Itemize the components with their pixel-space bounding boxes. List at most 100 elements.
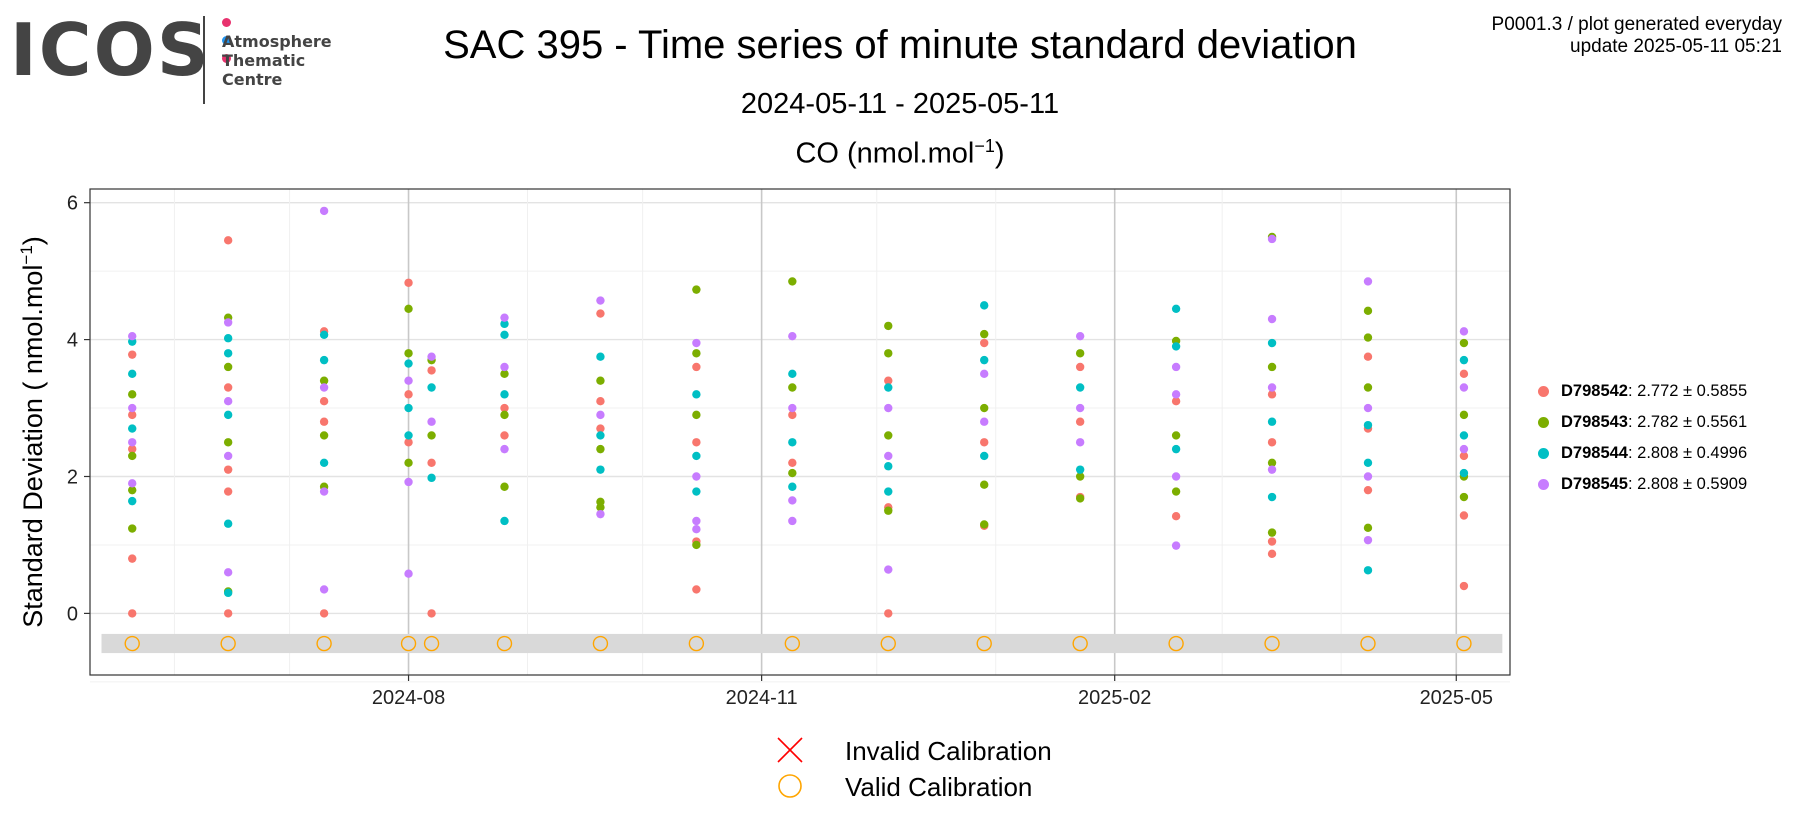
- data-point-D798545: [223, 568, 233, 577]
- data-point-D798545: [404, 376, 413, 385]
- legend-item[interactable]: D798542: 2.772 ± 0.5855: [1538, 376, 1747, 407]
- data-point-D798543: [1171, 431, 1181, 440]
- data-point-D798545: [980, 369, 989, 379]
- data-point-D798545: [128, 479, 137, 488]
- data-point-D798543: [596, 376, 605, 385]
- logo-dots-icon: [222, 14, 236, 68]
- valid-calibration-marker: [1072, 635, 1088, 652]
- data-point-D798542: [596, 424, 605, 433]
- meta-generated: P0001.3 / plot generated everyday: [1491, 14, 1782, 35]
- data-point-D798543: [1075, 494, 1085, 503]
- data-point-D798544: [128, 369, 137, 379]
- plot-background: [90, 189, 1510, 675]
- data-point-D798542: [980, 338, 989, 348]
- valid-calibration-marker: [423, 635, 440, 652]
- data-point-D798545: [884, 565, 893, 574]
- data-point-D798543: [1363, 383, 1373, 392]
- data-point-D798543: [692, 349, 701, 358]
- valid-calibration-marker: [1360, 635, 1376, 652]
- valid-calibration-marker: [688, 635, 705, 652]
- data-point-D798542: [128, 554, 137, 563]
- data-point-D798544: [788, 482, 797, 491]
- data-point-D798543: [692, 540, 701, 550]
- data-point-D798545: [980, 417, 989, 426]
- data-point-D798542: [223, 487, 233, 496]
- legend-item[interactable]: D798544: 2.808 ± 0.4996: [1538, 438, 1747, 469]
- data-point-D798543: [980, 329, 989, 339]
- cross-stroke: [777, 737, 803, 763]
- valid-calibration-marker: [784, 635, 801, 652]
- data-point-D798545: [404, 477, 413, 487]
- data-points: [128, 206, 1469, 618]
- valid-calibration-marker: [976, 635, 992, 652]
- data-point-D798543: [884, 506, 893, 515]
- data-point-D798543: [319, 431, 329, 440]
- legend-stat: : 2.808 ± 0.5909: [1627, 475, 1748, 493]
- data-point-D798544: [128, 496, 137, 506]
- data-point-D798544: [1459, 468, 1469, 478]
- logo-divider: [203, 16, 205, 104]
- data-point-D798545: [1267, 465, 1277, 474]
- data-point-D798542: [1363, 352, 1373, 361]
- data-point-D798543: [884, 431, 893, 440]
- y-tick-label: 0: [67, 603, 78, 625]
- data-point-D798543: [980, 520, 989, 529]
- data-point-D798545: [788, 496, 797, 505]
- invalid-calibration-label: Invalid Calibration: [845, 735, 1052, 766]
- data-point-D798545: [1075, 403, 1085, 413]
- calibration-markers: [124, 635, 1472, 652]
- data-point-D798543: [692, 410, 701, 420]
- data-point-D798543: [788, 383, 797, 392]
- data-point-D798545: [1267, 383, 1277, 392]
- legend-invalid-calibration[interactable]: Invalid Calibration: [770, 733, 1052, 769]
- data-point-D798545: [128, 438, 137, 447]
- cross-icon: [777, 737, 803, 763]
- legend-item[interactable]: D798545: 2.808 ± 0.5909: [1538, 469, 1747, 500]
- data-point-D798542: [319, 417, 329, 426]
- legend-valid-calibration[interactable]: Valid Calibration: [770, 769, 1052, 805]
- data-point-D798543: [980, 480, 989, 489]
- data-point-D798542: [427, 458, 436, 468]
- icos-logo[interactable]: ICOS Atmosphere Thematic Centre: [10, 8, 332, 104]
- legend-item[interactable]: D798543: 2.782 ± 0.5561: [1538, 407, 1747, 438]
- data-point-D798545: [1267, 314, 1277, 324]
- data-point-D798545: [223, 451, 233, 461]
- data-point-D798545: [596, 509, 605, 519]
- data-point-D798542: [1171, 511, 1181, 521]
- data-point-D798542: [1075, 417, 1085, 426]
- data-point-D798544: [1171, 342, 1181, 351]
- data-point-D798544: [1363, 566, 1373, 575]
- data-point-D798543: [1459, 492, 1469, 502]
- data-point-D798542: [319, 396, 329, 406]
- data-point-D798545: [1171, 541, 1181, 550]
- y-axis-label: Standard Deviation ( nmol.mol−1): [17, 236, 48, 628]
- data-point-D798545: [692, 338, 701, 348]
- data-point-D798544: [500, 516, 509, 526]
- data-point-D798544: [1171, 444, 1181, 454]
- logo-wordmark: ICOS: [10, 8, 211, 92]
- data-point-D798543: [788, 468, 797, 478]
- data-point-D798544: [788, 438, 797, 447]
- data-point-D798545: [788, 516, 797, 526]
- legend-name: D798542: [1561, 382, 1628, 400]
- data-point-D798545: [128, 331, 137, 341]
- data-point-D798543: [788, 277, 797, 286]
- data-point-D798545: [223, 396, 233, 406]
- data-point-D798543: [128, 390, 137, 399]
- legend-dot: [1538, 417, 1549, 428]
- data-point-D798542: [788, 458, 797, 468]
- valid-calibration-marker: [1264, 635, 1280, 652]
- data-point-D798544: [1363, 458, 1373, 468]
- logo-subtitle: Atmosphere Thematic Centre: [222, 32, 332, 89]
- data-point-D798542: [596, 309, 605, 318]
- data-point-D798544: [427, 473, 436, 483]
- data-point-D798543: [128, 451, 137, 461]
- data-point-D798545: [427, 352, 436, 361]
- data-point-D798544: [692, 390, 701, 399]
- data-point-D798545: [404, 569, 413, 578]
- data-point-D798542: [1363, 485, 1373, 495]
- data-point-D798544: [1363, 420, 1373, 430]
- data-point-D798544: [427, 383, 436, 392]
- data-point-D798542: [404, 438, 413, 447]
- data-point-D798542: [692, 585, 701, 594]
